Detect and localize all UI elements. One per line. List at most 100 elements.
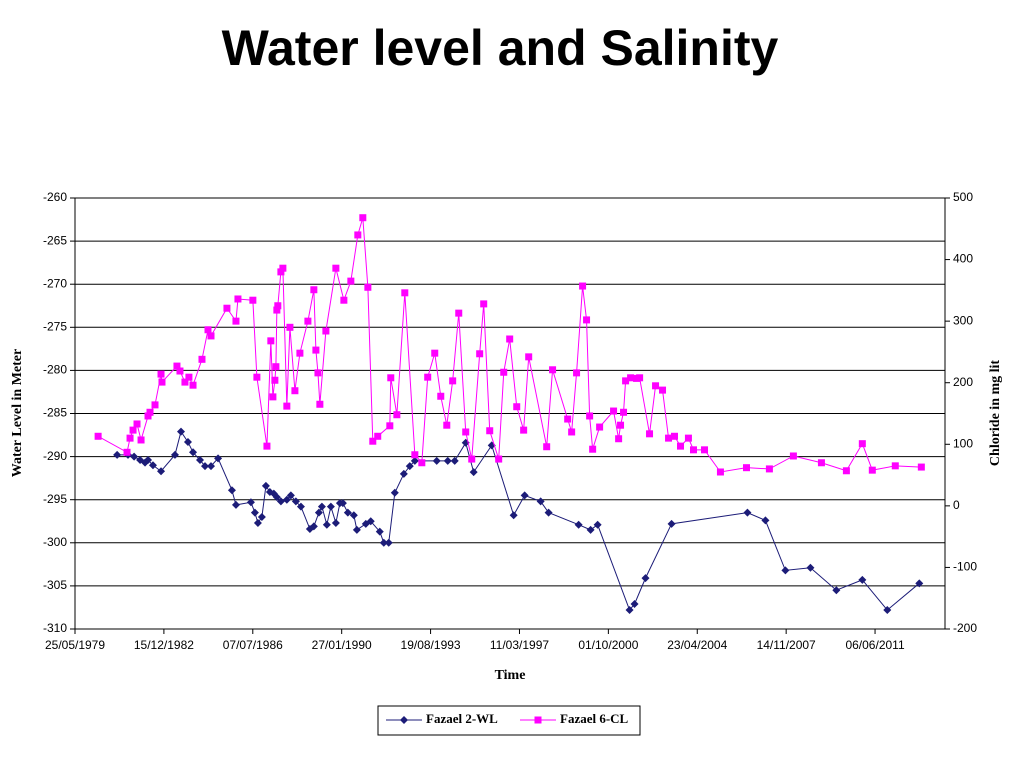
x-tick-label: 15/12/1982 xyxy=(134,638,194,652)
y-tick-label: -295 xyxy=(43,492,67,506)
data-point xyxy=(343,508,352,517)
data-point xyxy=(189,381,197,389)
y-tick-label: -265 xyxy=(43,233,67,247)
data-point xyxy=(589,445,597,453)
x-tick-label: 07/07/1986 xyxy=(223,638,283,652)
data-point xyxy=(314,508,323,517)
y-tick-label: -305 xyxy=(43,578,67,592)
data-point xyxy=(437,392,445,400)
data-point xyxy=(620,408,628,416)
data-point xyxy=(246,498,255,507)
data-point xyxy=(176,427,185,436)
data-point xyxy=(586,525,595,534)
series-line xyxy=(117,430,920,612)
data-point xyxy=(393,411,401,419)
data-point xyxy=(151,401,159,409)
data-point xyxy=(513,403,521,411)
data-point xyxy=(279,264,287,272)
data-point xyxy=(317,502,326,511)
data-point xyxy=(286,491,295,500)
data-point xyxy=(646,430,654,438)
data-point xyxy=(462,428,470,436)
data-point xyxy=(842,467,850,475)
data-point xyxy=(610,407,618,415)
data-point xyxy=(144,456,153,465)
data-point xyxy=(133,420,141,428)
data-point xyxy=(832,586,841,595)
data-point xyxy=(234,295,242,303)
data-point xyxy=(267,337,275,345)
data-point xyxy=(181,378,189,386)
data-point xyxy=(183,437,192,446)
series-line xyxy=(97,217,922,473)
data-point xyxy=(617,421,625,429)
data-point xyxy=(384,538,393,547)
data-point xyxy=(390,488,399,497)
data-point xyxy=(257,512,266,521)
data-point xyxy=(544,508,553,517)
data-point xyxy=(126,434,134,442)
data-point xyxy=(148,461,157,470)
data-point xyxy=(283,402,291,410)
data-point xyxy=(405,462,414,471)
data-point xyxy=(450,456,459,465)
data-point xyxy=(630,600,639,609)
data-point xyxy=(495,455,503,463)
data-point xyxy=(387,374,395,382)
data-point xyxy=(158,378,166,386)
data-point xyxy=(868,466,876,474)
data-point xyxy=(743,508,752,517)
data-point xyxy=(765,465,773,473)
data-point xyxy=(449,377,457,385)
legend-label: Fazael 6-CL xyxy=(560,711,629,726)
data-point xyxy=(684,434,692,442)
y2-axis-label: Chloride in mg lit xyxy=(988,360,1003,467)
legend-marker xyxy=(534,716,542,724)
data-point xyxy=(568,428,576,436)
data-point xyxy=(123,448,131,456)
data-point xyxy=(130,452,139,461)
data-point xyxy=(185,373,193,381)
data-point xyxy=(195,456,204,465)
data-point xyxy=(282,495,291,504)
data-point xyxy=(314,369,322,377)
data-point xyxy=(214,454,223,463)
x-tick-label: 01/10/2000 xyxy=(578,638,638,652)
data-point xyxy=(677,442,685,450)
data-point xyxy=(670,432,678,440)
data-point xyxy=(891,462,899,470)
data-point xyxy=(386,422,394,430)
data-point xyxy=(858,440,866,448)
data-point xyxy=(253,373,261,381)
data-point xyxy=(480,300,488,308)
data-point xyxy=(424,373,432,381)
data-point xyxy=(137,436,145,444)
data-point xyxy=(781,566,790,575)
data-point xyxy=(253,518,262,527)
data-point xyxy=(312,346,320,354)
data-point xyxy=(277,268,285,276)
data-point xyxy=(198,355,206,363)
data-point xyxy=(858,575,867,584)
data-point xyxy=(366,517,375,526)
data-point xyxy=(309,522,318,531)
data-point xyxy=(443,456,452,465)
y2-tick-label: -200 xyxy=(953,621,977,635)
x-tick-label: 25/05/1979 xyxy=(45,638,105,652)
data-point xyxy=(349,511,358,520)
y2-tick-label: 400 xyxy=(953,252,973,266)
y2-tick-label: -100 xyxy=(953,560,977,574)
data-point xyxy=(432,456,441,465)
data-point xyxy=(231,500,240,509)
data-point xyxy=(564,415,572,423)
data-point xyxy=(129,426,137,434)
x-tick-label: 19/08/1993 xyxy=(401,638,461,652)
data-point xyxy=(146,408,154,416)
data-point xyxy=(506,335,514,343)
data-point xyxy=(583,316,591,324)
data-point xyxy=(310,286,318,294)
data-point xyxy=(274,302,282,310)
y-tick-label: -290 xyxy=(43,449,67,463)
data-point xyxy=(286,323,294,331)
